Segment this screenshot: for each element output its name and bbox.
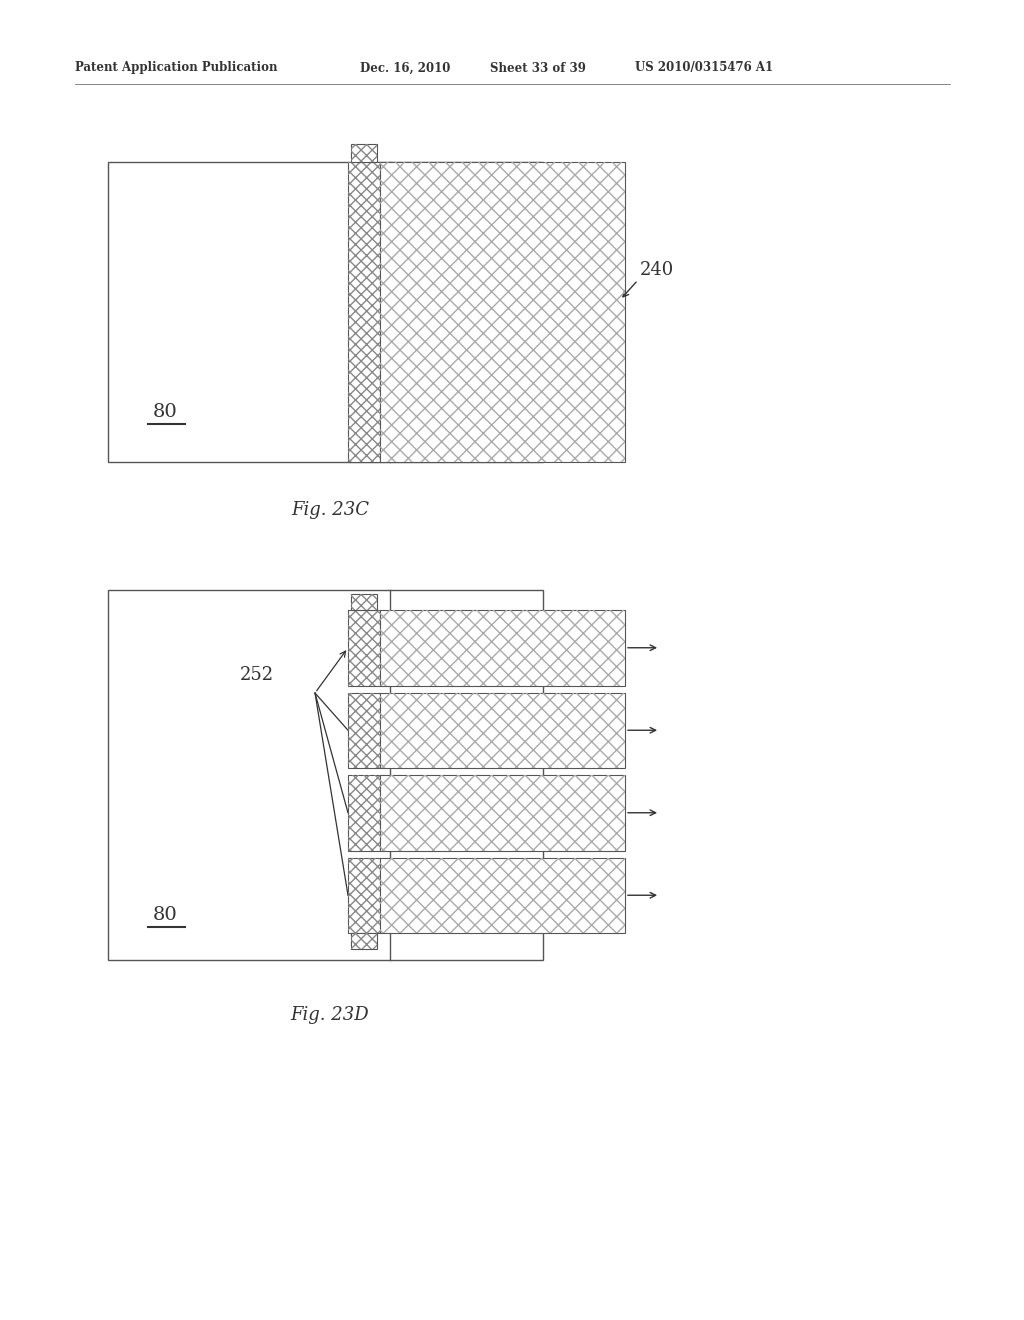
- Bar: [348, 858, 380, 933]
- Text: US 2010/0315476 A1: US 2010/0315476 A1: [635, 62, 773, 74]
- Text: 240: 240: [640, 261, 674, 279]
- Text: 252: 252: [240, 667, 274, 684]
- Bar: [351, 594, 377, 610]
- Bar: [348, 162, 380, 462]
- Bar: [380, 858, 625, 933]
- Text: Patent Application Publication: Patent Application Publication: [75, 62, 278, 74]
- Bar: [348, 610, 380, 685]
- Bar: [348, 693, 380, 768]
- Text: 80: 80: [153, 906, 177, 924]
- Bar: [380, 610, 625, 685]
- Bar: [380, 775, 625, 850]
- Bar: [348, 775, 380, 850]
- Text: Dec. 16, 2010: Dec. 16, 2010: [360, 62, 451, 74]
- Bar: [348, 775, 380, 850]
- Bar: [380, 858, 625, 933]
- Bar: [380, 693, 625, 768]
- Text: Sheet 33 of 39: Sheet 33 of 39: [490, 62, 586, 74]
- Bar: [108, 162, 543, 462]
- Bar: [351, 144, 377, 162]
- Text: Fig. 23C: Fig. 23C: [291, 502, 369, 519]
- Bar: [348, 858, 380, 933]
- Bar: [348, 693, 380, 768]
- Bar: [108, 590, 543, 960]
- Bar: [351, 933, 377, 949]
- Bar: [380, 610, 625, 685]
- Bar: [351, 144, 377, 162]
- Text: Fig. 23D: Fig. 23D: [291, 1006, 370, 1024]
- Bar: [380, 693, 625, 768]
- Bar: [351, 594, 377, 610]
- Text: 80: 80: [153, 403, 177, 421]
- Bar: [380, 162, 625, 462]
- Bar: [380, 775, 625, 850]
- Bar: [348, 162, 380, 462]
- Bar: [351, 933, 377, 949]
- Bar: [348, 610, 380, 685]
- Bar: [380, 162, 625, 462]
